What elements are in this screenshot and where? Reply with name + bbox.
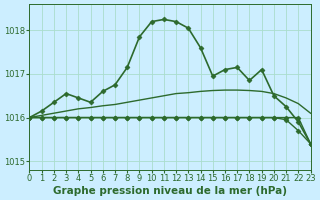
X-axis label: Graphe pression niveau de la mer (hPa): Graphe pression niveau de la mer (hPa) bbox=[53, 186, 287, 196]
